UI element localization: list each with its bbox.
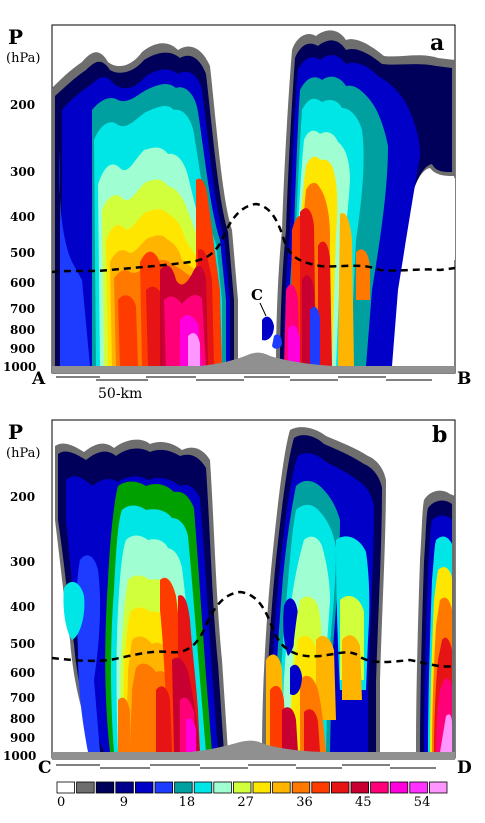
panel-a-point-c-label: C	[251, 286, 263, 304]
panel-a-ylabel-p: P	[8, 25, 23, 49]
panel-b-melting-level-line	[51, 590, 456, 668]
panel-a-melting-level-line	[51, 202, 456, 274]
panel-b-pressure-tick-800: 800	[10, 712, 35, 726]
panel-b-pressure-tick-200: 200	[10, 490, 35, 504]
panel-a-left-plume	[52, 43, 238, 367]
colorbar-label-9: 9	[120, 795, 128, 810]
colorbar-swatch-1	[76, 781, 95, 794]
colorbar-swatch-17	[389, 781, 409, 794]
panel-a	[51, 24, 456, 381]
panel-b-right-plume	[416, 490, 455, 752]
colorbar-swatch-7	[193, 781, 213, 794]
panel-b	[51, 419, 456, 769]
colorbar-swatch-5	[154, 781, 174, 794]
colorbar-swatch-9	[232, 781, 252, 794]
panel-a-pressure-tick-200: 200	[10, 98, 35, 112]
panel-b-pressure-ticks: 200 300 400 500 600 700 800 900 1000	[3, 490, 36, 763]
panel-a-label: a	[430, 30, 444, 56]
colorbar-swatch-16	[370, 781, 389, 794]
panel-a-pressure-tick-1000: 1000	[3, 360, 36, 374]
panel-b-terrain	[52, 740, 455, 760]
panel-b-segment-lines	[56, 764, 436, 769]
panel-b-pressure-tick-900: 900	[10, 731, 35, 745]
colorbar-swatch-12	[291, 781, 311, 794]
colorbar-labels: 0 9 18 27 36 45 54	[57, 795, 430, 810]
panel-b-pressure-tick-1000: 1000	[3, 749, 36, 763]
panel-a-segment-lines	[56, 376, 432, 381]
panel-b-ylabel-unit: (hPa)	[6, 446, 40, 461]
colorbar-swatch-14	[330, 781, 350, 794]
panel-a-pressure-ticks: 200 300 400 500 600 700 800 900 1000	[3, 98, 36, 374]
colorbar-swatch-8	[213, 781, 232, 794]
panel-a-point-c-pointer	[259, 302, 267, 317]
colorbar-swatch-10	[252, 781, 272, 794]
panel-a-terrain	[52, 352, 455, 373]
panel-a-left-end-label: A	[31, 369, 46, 389]
panel-b-pressure-tick-400: 400	[10, 600, 35, 614]
panel-a-pressure-tick-300: 300	[10, 165, 35, 179]
colorbar-swatch-19	[428, 781, 448, 794]
colorbar-swatch-18	[409, 781, 428, 794]
colorbar-swatch-15	[350, 781, 370, 794]
panel-a-pressure-tick-500: 500	[10, 246, 35, 260]
panel-b-pressure-tick-600: 600	[10, 666, 35, 680]
colorbar-swatch-4	[134, 781, 154, 794]
panel-a-ylabel-unit: (hPa)	[6, 51, 40, 66]
panel-b-left-end-label: C	[38, 758, 52, 778]
colorbar-label-0: 0	[57, 795, 65, 810]
colorbar-swatch-0	[56, 781, 76, 794]
colorbar-label-54: 54	[414, 795, 431, 810]
panel-a-right-plume	[262, 30, 455, 367]
panel-b-pressure-tick-300: 300	[10, 555, 35, 569]
panel-b-right-end-label: D	[457, 758, 472, 778]
colorbar-label-45: 45	[355, 795, 372, 810]
colorbar-swatch-13	[311, 781, 330, 794]
colorbar-swatch-11	[272, 781, 291, 794]
panel-a-pressure-tick-900: 900	[10, 342, 35, 356]
colorbar-label-18: 18	[179, 795, 196, 810]
colorbar-label-36: 36	[296, 795, 313, 810]
panel-b-label: b	[432, 422, 447, 448]
colorbar	[56, 781, 448, 794]
panel-a-pressure-tick-700: 700	[10, 302, 35, 316]
colorbar-swatch-2	[95, 781, 115, 794]
panel-b-left-plume	[55, 439, 228, 752]
colorbar-swatch-3	[115, 781, 134, 794]
panel-a-right-end-label: B	[457, 369, 471, 389]
panel-a-pressure-tick-800: 800	[10, 323, 35, 337]
colorbar-label-27: 27	[237, 795, 254, 810]
panel-b-pressure-tick-500: 500	[10, 637, 35, 651]
panel-a-pressure-tick-600: 600	[10, 276, 35, 290]
panel-b-ylabel-p: P	[8, 420, 23, 444]
panel-b-pressure-tick-700: 700	[10, 691, 35, 705]
panel-a-pressure-tick-400: 400	[10, 210, 35, 224]
colorbar-swatch-6	[174, 781, 193, 794]
panel-b-middle-plume	[262, 427, 386, 752]
scale-bar-label: 50-km	[98, 386, 142, 402]
